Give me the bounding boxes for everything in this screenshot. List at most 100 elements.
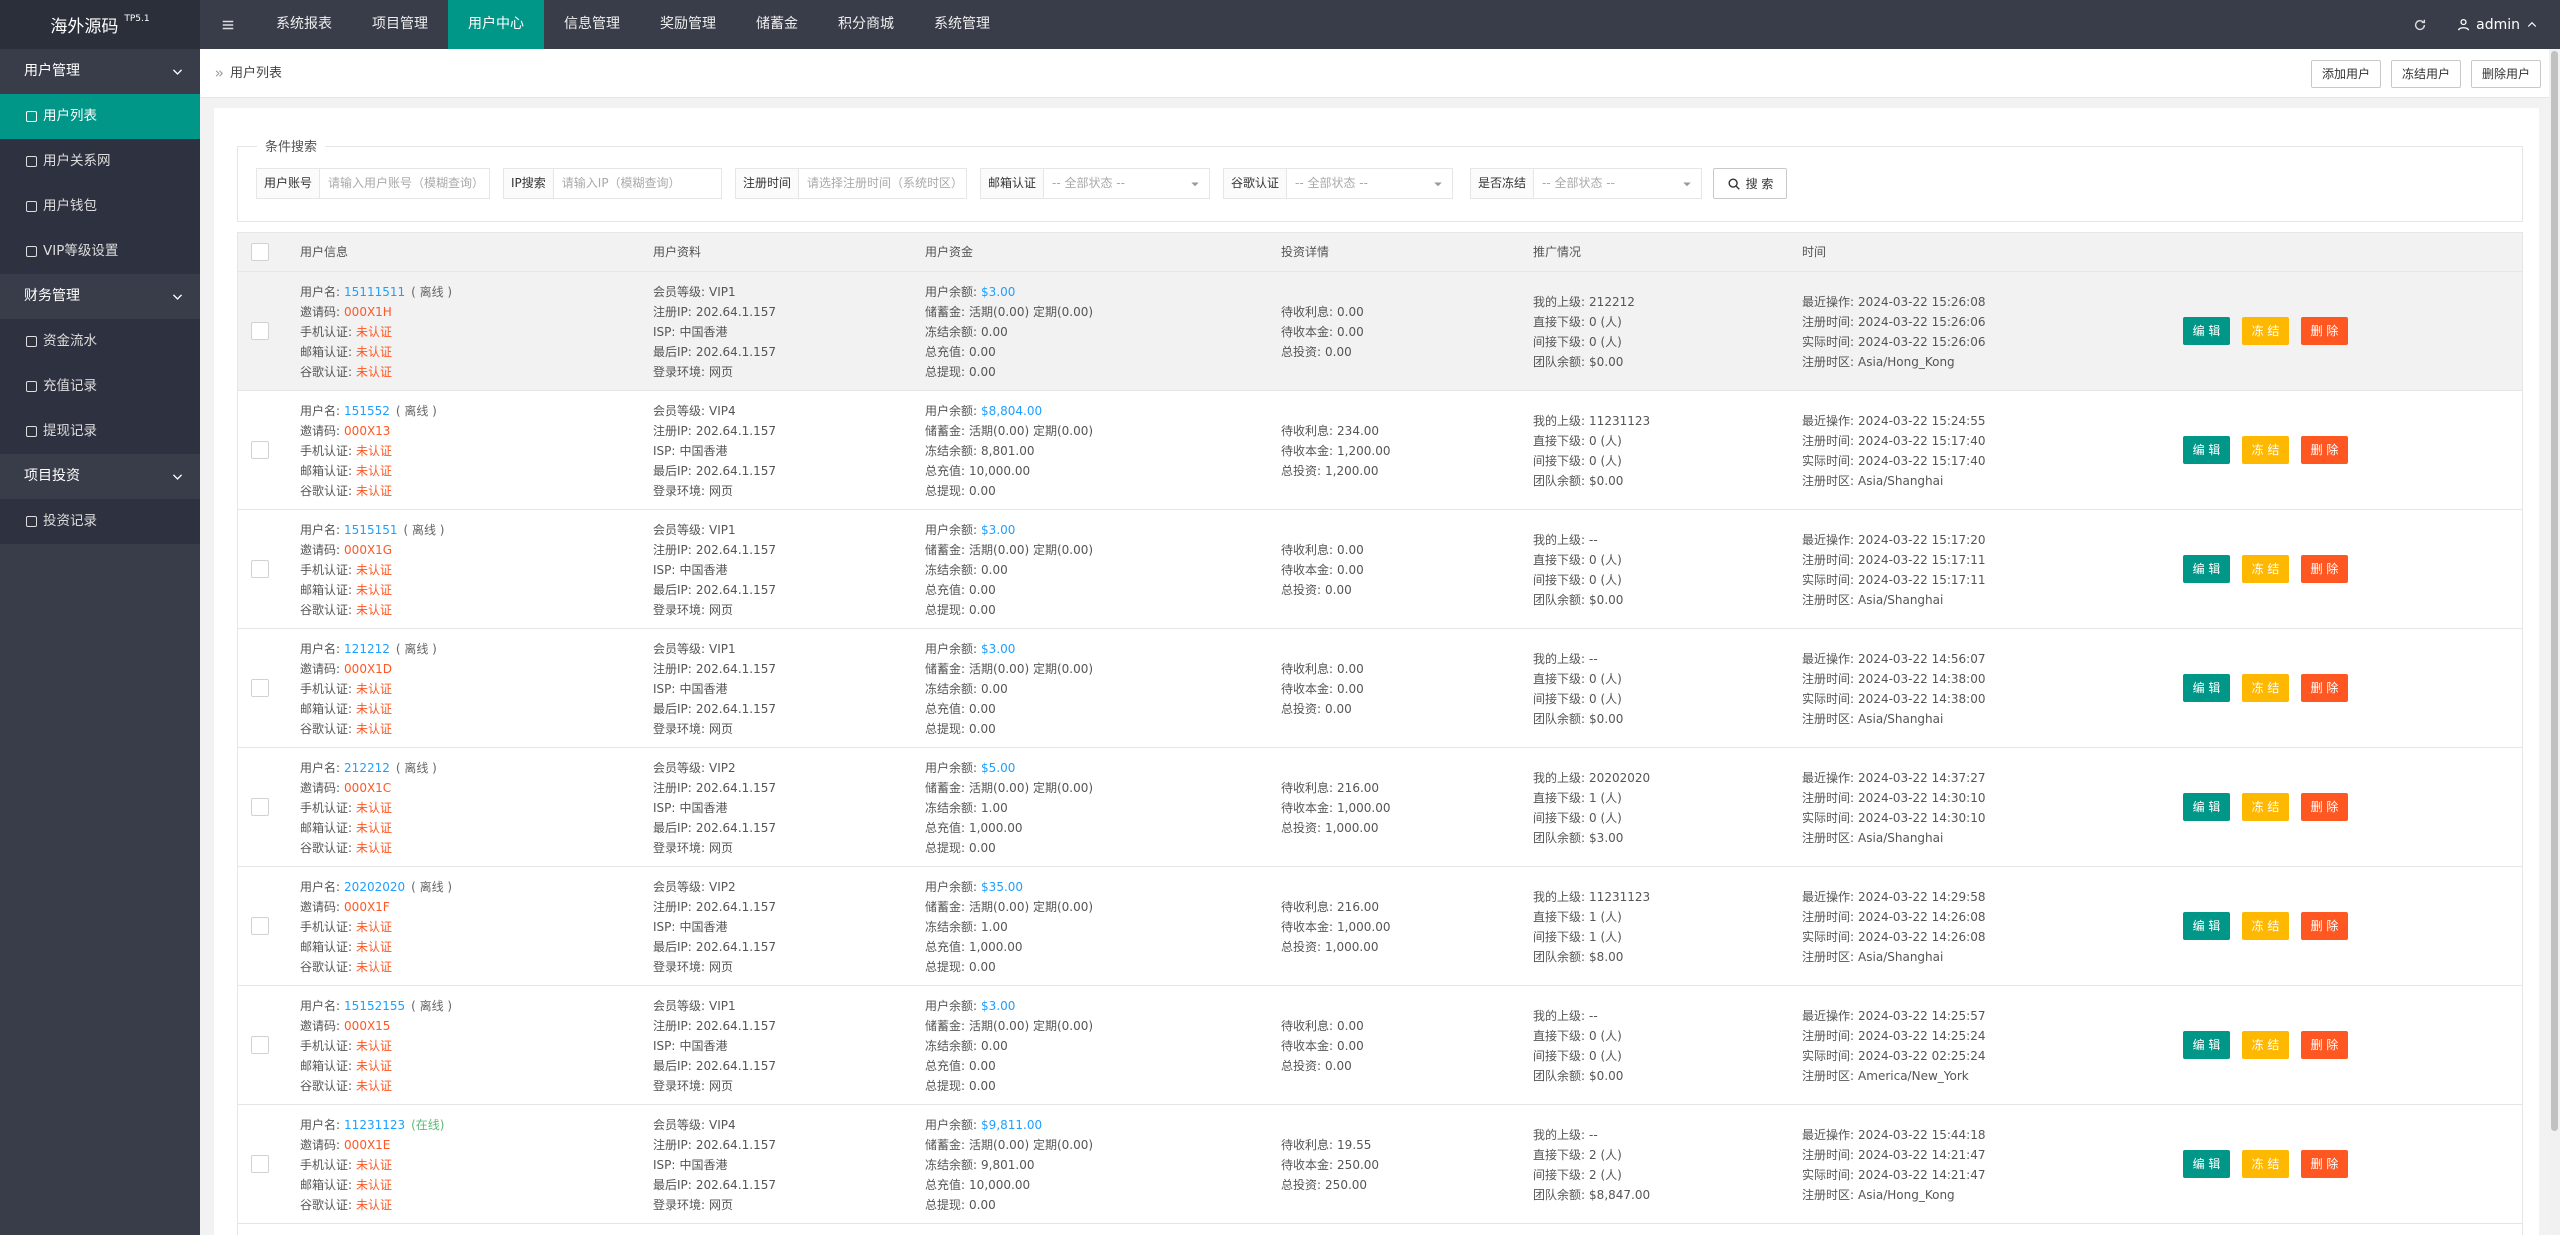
- row-button[interactable]: 删 除: [2301, 1031, 2348, 1059]
- top-menu-item[interactable]: 用户中心: [448, 0, 544, 49]
- row-button[interactable]: 编 辑: [2183, 1150, 2230, 1178]
- row-button[interactable]: 编 辑: [2183, 674, 2230, 702]
- row-checkbox[interactable]: [251, 1036, 269, 1054]
- verify-status: 未认证: [356, 562, 393, 577]
- search-input[interactable]: 请选择注册时间（系统时区）: [807, 176, 964, 190]
- field-value: 2024-03-22 15:24:55: [1858, 413, 1986, 428]
- row-checkbox[interactable]: [251, 917, 269, 935]
- sidebar-item[interactable]: 充值记录: [0, 364, 200, 409]
- row-checkbox[interactable]: [251, 798, 269, 816]
- field-label: 注册时区:: [1802, 592, 1855, 607]
- field-value: 中国香港: [679, 681, 728, 696]
- row-button[interactable]: 编 辑: [2183, 555, 2230, 583]
- info-cell: 用户名: 11231123 (在线) 邀请码: 000X1E 手机认证: 未认证 邮箱认证: 未…: [300, 1105, 445, 1224]
- group-chevron-svg: [172, 294, 183, 300]
- field-label: 登录环境:: [653, 721, 706, 736]
- username[interactable]: 121212: [344, 641, 390, 656]
- row-button[interactable]: 删 除: [2301, 674, 2348, 702]
- field-value: 9,801.00: [981, 1157, 1035, 1172]
- search-input[interactable]: -- 全部状态 --: [1287, 169, 1452, 198]
- sidebar-item[interactable]: 用户钱包: [0, 184, 200, 229]
- search-button[interactable]: 搜 索: [1713, 168, 1787, 199]
- row-button[interactable]: 删 除: [2301, 436, 2348, 464]
- row-button[interactable]: 删 除: [2301, 793, 2348, 821]
- field-label: 注册IP:: [653, 899, 692, 914]
- username[interactable]: 15111511: [344, 284, 406, 299]
- field-label: 冻结余额:: [925, 800, 978, 815]
- row-button[interactable]: 冻 结: [2242, 793, 2289, 821]
- sidebar-item[interactable]: 用户关系网: [0, 139, 200, 184]
- header-button[interactable]: 冻结用户: [2390, 60, 2461, 88]
- header-checkbox[interactable]: [251, 243, 269, 261]
- funds-line: 总充值: 1,000.00: [925, 937, 1093, 957]
- search-input[interactable]: 请输入IP（模糊查询）: [561, 176, 681, 190]
- sidebar-group[interactable]: 财务管理: [0, 274, 200, 319]
- row-button[interactable]: 编 辑: [2183, 1031, 2230, 1059]
- top-menu-item[interactable]: 信息管理: [564, 16, 620, 32]
- row-checkbox[interactable]: [251, 441, 269, 459]
- sidebar-item[interactable]: 投资记录: [0, 499, 200, 544]
- verify-status: 未认证: [356, 959, 393, 974]
- row-button[interactable]: 编 辑: [2183, 317, 2230, 345]
- top-menu-item[interactable]: 系统报表: [276, 16, 332, 32]
- row-button[interactable]: 冻 结: [2242, 317, 2289, 345]
- profile-line: 最后IP: 202.64.1.157: [653, 1056, 776, 1076]
- row-button[interactable]: 编 辑: [2183, 912, 2230, 940]
- username[interactable]: 151552: [344, 403, 390, 418]
- sidebar-item[interactable]: 用户列表: [0, 94, 200, 139]
- field-label: 用户名:: [300, 522, 341, 537]
- row-button[interactable]: 删 除: [2301, 555, 2348, 583]
- field-label: 用户余额:: [925, 403, 978, 418]
- row-button[interactable]: 冻 结: [2242, 1031, 2289, 1059]
- sidebar-item[interactable]: VIP等级设置: [0, 229, 200, 274]
- sidebar-item[interactable]: 资金流水: [0, 319, 200, 364]
- username[interactable]: 1515151: [344, 522, 398, 537]
- field-label: 注册时区:: [1802, 1068, 1855, 1083]
- row-checkbox[interactable]: [251, 560, 269, 578]
- username[interactable]: 15152155: [344, 998, 406, 1013]
- search-input[interactable]: -- 全部状态 --: [1534, 169, 1701, 198]
- search-field: 邮箱认证 -- 全部状态 --: [980, 168, 1210, 199]
- field-label: 储蓄金:: [925, 899, 966, 914]
- header-button[interactable]: 添加用户: [2310, 60, 2381, 88]
- row-button[interactable]: 冻 结: [2242, 674, 2289, 702]
- info-line: 谷歌认证: 未认证: [300, 957, 452, 977]
- invest-cell: 待收利息: 0.00 待收本金: 0.00 总投资: 0.00: [1281, 986, 1364, 1105]
- field-value: 2024-03-22 15:26:06: [1858, 334, 1986, 349]
- field-value: 0.00: [969, 602, 996, 617]
- row-button[interactable]: 冻 结: [2242, 555, 2289, 583]
- top-menu-item[interactable]: 储蓄金: [756, 16, 798, 32]
- sidebar-group[interactable]: 项目投资: [0, 454, 200, 499]
- row-button[interactable]: 删 除: [2301, 912, 2348, 940]
- row-button[interactable]: 冻 结: [2242, 1150, 2289, 1178]
- top-menu-item[interactable]: 项目管理: [372, 16, 428, 32]
- top-menu-item[interactable]: 系统管理: [934, 16, 990, 32]
- row-button[interactable]: 冻 结: [2242, 912, 2289, 940]
- field-label: 待收利息:: [1281, 542, 1334, 557]
- field-label: 会员等级:: [653, 998, 706, 1013]
- refresh-icon: [2395, 18, 2445, 32]
- field-label: 待收本金:: [1281, 681, 1334, 696]
- row-button[interactable]: 删 除: [2301, 1150, 2348, 1178]
- top-menu-item[interactable]: 奖励管理: [660, 16, 716, 32]
- top-menu-item[interactable]: 积分商城: [838, 16, 894, 32]
- field-label: 会员等级:: [653, 760, 706, 775]
- search-input[interactable]: 请输入用户账号（模糊查询）: [328, 176, 485, 190]
- field-value: $3.00: [981, 641, 1016, 656]
- row-button[interactable]: 编 辑: [2183, 436, 2230, 464]
- sidebar-group[interactable]: 用户管理: [0, 49, 200, 94]
- header-button[interactable]: 删除用户: [2470, 60, 2541, 88]
- username[interactable]: 20202020: [344, 879, 406, 894]
- promo-line: 直接下级: 0 (人): [1533, 550, 1623, 570]
- search-input[interactable]: -- 全部状态 --: [1044, 169, 1209, 198]
- username[interactable]: 11231123: [344, 1117, 406, 1132]
- row-button[interactable]: 删 除: [2301, 317, 2348, 345]
- row-button[interactable]: 冻 结: [2242, 436, 2289, 464]
- user-menu[interactable]: admin: [2445, 17, 2560, 33]
- row-checkbox[interactable]: [251, 1155, 269, 1173]
- row-button[interactable]: 编 辑: [2183, 793, 2230, 821]
- username[interactable]: 212212: [344, 760, 390, 775]
- row-checkbox[interactable]: [251, 679, 269, 697]
- row-checkbox[interactable]: [251, 322, 269, 340]
- sidebar-item[interactable]: 提现记录: [0, 409, 200, 454]
